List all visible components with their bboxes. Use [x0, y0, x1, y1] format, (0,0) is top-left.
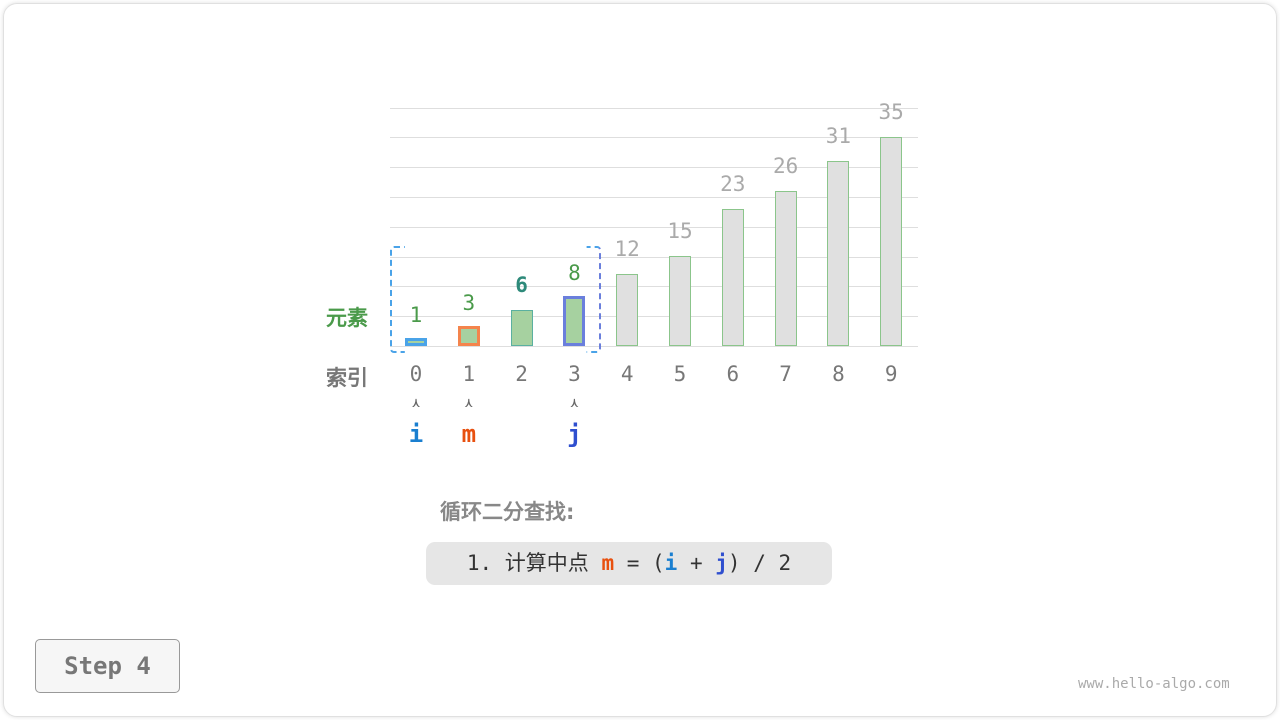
bar — [827, 160, 850, 346]
index-label: 9 — [884, 362, 898, 386]
index-label: 6 — [726, 362, 740, 386]
bar — [616, 274, 639, 346]
index-label: 0 — [409, 362, 423, 386]
bar — [405, 338, 427, 346]
index-label: 3 — [568, 362, 581, 386]
gridline — [390, 197, 918, 198]
bar-value: 1 — [409, 303, 423, 328]
formula-j: j — [715, 551, 728, 575]
bar-value: 12 — [614, 237, 640, 262]
index-label: 8 — [832, 362, 845, 386]
index-label: 2 — [515, 362, 528, 386]
bar-value: 6 — [515, 273, 528, 298]
pointer-i: i — [408, 420, 424, 448]
gridline — [390, 107, 918, 109]
index-label: 7 — [779, 362, 792, 386]
bar-value: 26 — [772, 153, 799, 178]
formula-text: ) / 2 — [727, 551, 792, 575]
pointer-m: m — [461, 420, 477, 448]
formula-text: + — [677, 551, 716, 575]
gridline — [390, 256, 918, 258]
pointer-arrow-icon: ⋏ — [412, 396, 420, 411]
bar-value: 31 — [825, 123, 852, 148]
frame — [3, 3, 1277, 717]
index-label: 索引 — [326, 366, 368, 390]
bar — [510, 310, 533, 346]
bar — [563, 296, 586, 346]
formula-m: m — [601, 551, 615, 575]
step-formula: 1. 计算中点 m = (i + j) / 2 — [426, 542, 832, 585]
gridline — [390, 137, 918, 139]
formula-text: = ( — [614, 551, 665, 575]
bar-value: 8 — [568, 261, 581, 286]
index-label: 1 — [462, 362, 476, 386]
pointer-arrow-icon: ⋏ — [570, 396, 579, 411]
bar — [774, 190, 797, 346]
bar — [669, 256, 691, 346]
step-button[interactable]: Step 4 — [35, 639, 180, 693]
bar-value: 15 — [667, 219, 693, 244]
pointer-arrow-icon: ⋏ — [464, 396, 473, 411]
algorithm-title: 循环二分查找: — [440, 500, 575, 524]
element-label: 元素 — [326, 306, 368, 330]
gridline — [390, 226, 918, 228]
index-label: 4 — [620, 362, 634, 386]
gridline — [390, 286, 918, 288]
bar-value: 23 — [720, 171, 746, 196]
bar-value: 3 — [462, 291, 476, 316]
bar — [880, 137, 903, 346]
bar-value: 35 — [878, 100, 904, 124]
gridline — [390, 167, 918, 169]
formula-text: 1. 计算中点 — [466, 551, 602, 575]
bar — [721, 208, 744, 346]
watermark: www.hello-algo.com — [1078, 676, 1230, 692]
gridline — [390, 346, 918, 347]
formula-i: i — [664, 551, 678, 575]
gridline — [390, 316, 918, 318]
pointer-j: j — [567, 420, 582, 448]
index-label: 5 — [673, 362, 687, 386]
bar — [457, 326, 480, 346]
